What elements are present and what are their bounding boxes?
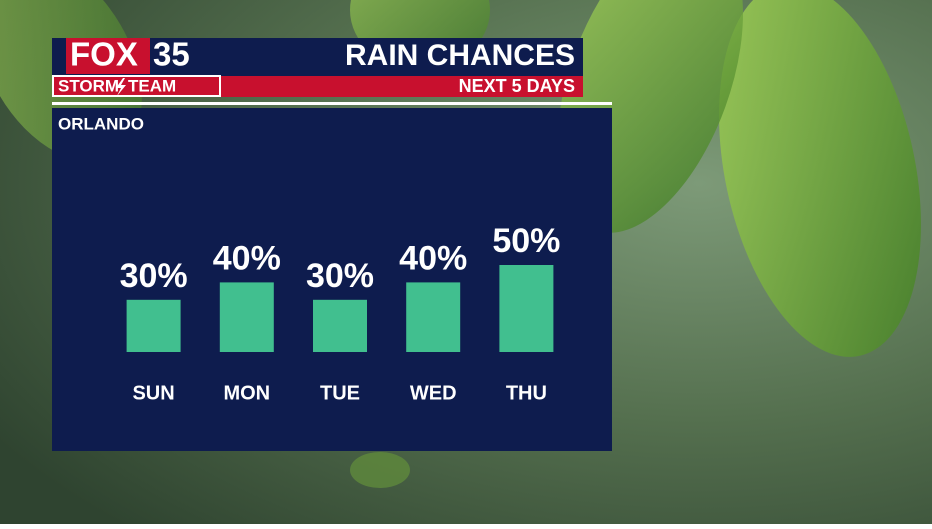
logo-box <box>66 38 150 74</box>
category-label: THU <box>506 382 547 404</box>
bar <box>313 299 367 352</box>
leaf <box>719 0 921 357</box>
bar <box>499 265 554 352</box>
value-label: 50% <box>492 222 560 260</box>
location-label: ORLANDO <box>58 114 144 133</box>
category-label: WED <box>410 382 457 404</box>
category-label: MON <box>223 382 270 404</box>
chart-title: RAIN CHANCES <box>345 39 575 72</box>
team-left: STORM <box>58 76 119 95</box>
lightning-icon <box>116 78 126 96</box>
value-label: 40% <box>213 239 281 277</box>
value-label: 40% <box>399 239 467 277</box>
value-label: 30% <box>120 257 188 295</box>
bar <box>126 299 181 352</box>
chart-subtitle: NEXT 5 DAYS <box>459 76 575 96</box>
team-box <box>52 75 221 97</box>
logo-network: FOX <box>70 36 138 73</box>
bar <box>406 282 461 352</box>
leaf <box>350 452 410 488</box>
logo-channel: 35 <box>153 36 190 73</box>
value-label: 30% <box>306 257 374 295</box>
divider <box>52 102 612 105</box>
bar <box>219 282 274 352</box>
category-label: SUN <box>132 382 174 404</box>
team-right: TEAM <box>128 76 176 95</box>
category-label: TUE <box>320 382 360 404</box>
